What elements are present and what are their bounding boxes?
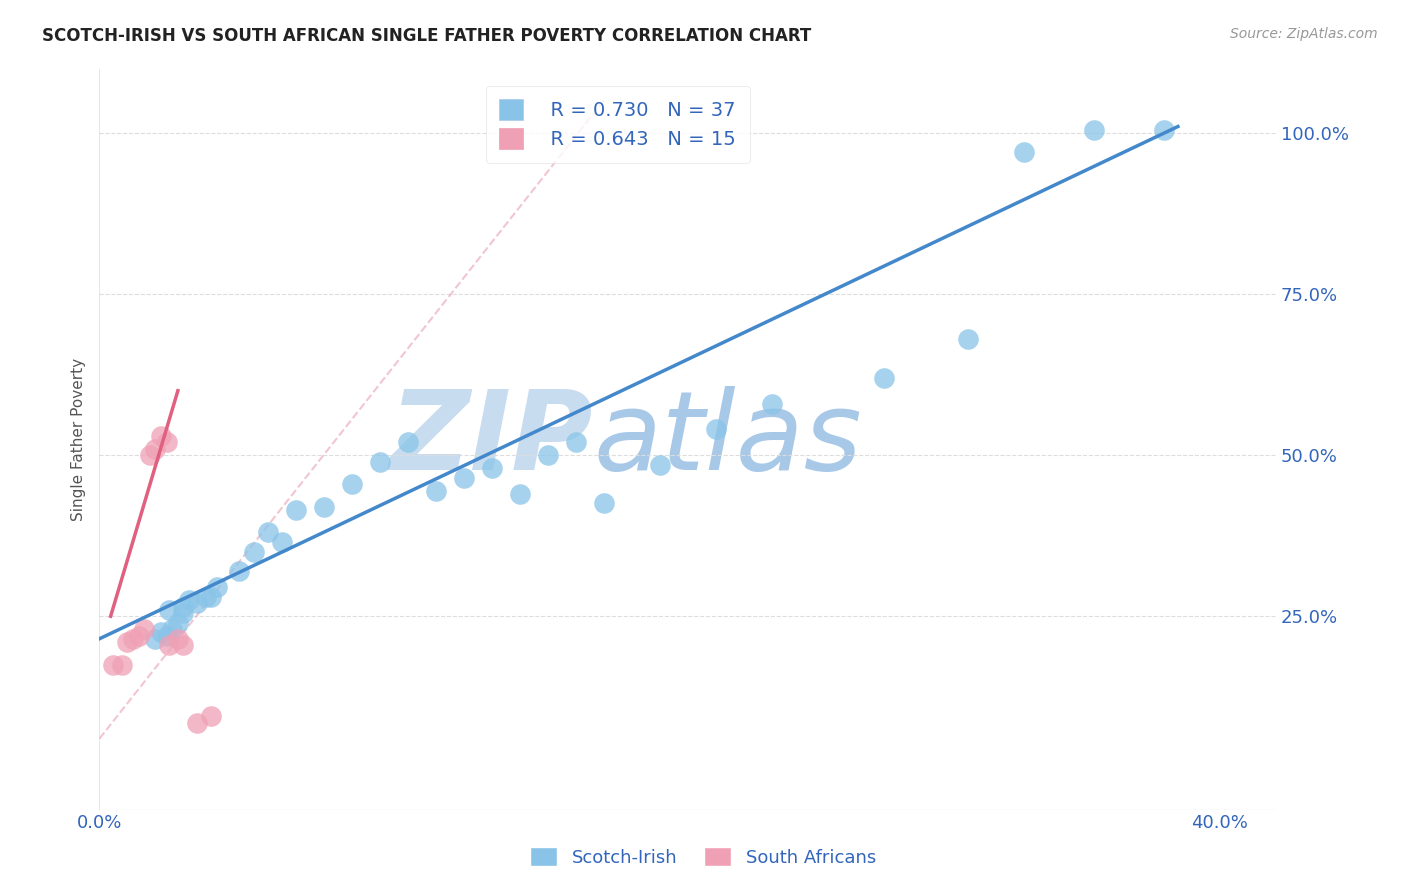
Point xyxy=(956,332,979,346)
Text: ZIP: ZIP xyxy=(389,385,593,492)
Y-axis label: Single Father Poverty: Single Father Poverty xyxy=(72,358,86,521)
Point xyxy=(111,657,134,672)
Text: SCOTCH-IRISH VS SOUTH AFRICAN SINGLE FATHER POVERTY CORRELATION CHART: SCOTCH-IRISH VS SOUTH AFRICAN SINGLE FAT… xyxy=(42,27,811,45)
Point xyxy=(425,483,447,498)
Legend: Scotch-Irish, South Africans: Scotch-Irish, South Africans xyxy=(523,840,883,874)
Point xyxy=(536,448,558,462)
Point xyxy=(167,632,190,646)
Point xyxy=(1153,122,1175,136)
Point xyxy=(564,435,586,450)
Point xyxy=(150,429,173,443)
Point xyxy=(312,500,335,514)
Point xyxy=(159,603,181,617)
Point xyxy=(1083,122,1105,136)
Point xyxy=(453,471,475,485)
Point xyxy=(368,454,391,468)
Point xyxy=(186,596,208,610)
Text: Source: ZipAtlas.com: Source: ZipAtlas.com xyxy=(1230,27,1378,41)
Point xyxy=(172,599,194,614)
Point xyxy=(156,629,179,643)
Point xyxy=(481,461,503,475)
Point xyxy=(150,625,173,640)
Point xyxy=(270,535,292,549)
Point xyxy=(256,525,278,540)
Point xyxy=(122,632,145,646)
Point xyxy=(284,503,307,517)
Point xyxy=(200,709,222,723)
Point xyxy=(873,371,896,385)
Point xyxy=(159,638,181,652)
Point xyxy=(648,458,671,472)
Point xyxy=(156,435,179,450)
Point xyxy=(242,545,264,559)
Legend:   R = 0.730   N = 37,   R = 0.643   N = 15: R = 0.730 N = 37, R = 0.643 N = 15 xyxy=(485,86,749,163)
Point xyxy=(340,477,363,491)
Point xyxy=(172,638,194,652)
Point xyxy=(172,606,194,620)
Text: atlas: atlas xyxy=(593,385,862,492)
Point xyxy=(228,564,250,578)
Point xyxy=(761,396,783,410)
Point xyxy=(128,629,150,643)
Point xyxy=(396,435,419,450)
Point xyxy=(592,496,614,510)
Point xyxy=(162,622,184,636)
Point xyxy=(704,422,727,436)
Point xyxy=(194,590,217,604)
Point xyxy=(134,622,156,636)
Point xyxy=(145,632,167,646)
Point xyxy=(1012,145,1035,160)
Point xyxy=(200,590,222,604)
Point xyxy=(186,715,208,730)
Point xyxy=(139,448,162,462)
Point xyxy=(509,487,531,501)
Point xyxy=(205,580,228,594)
Point xyxy=(117,635,139,649)
Point xyxy=(103,657,125,672)
Point xyxy=(145,442,167,456)
Point xyxy=(167,615,190,630)
Point xyxy=(177,593,200,607)
